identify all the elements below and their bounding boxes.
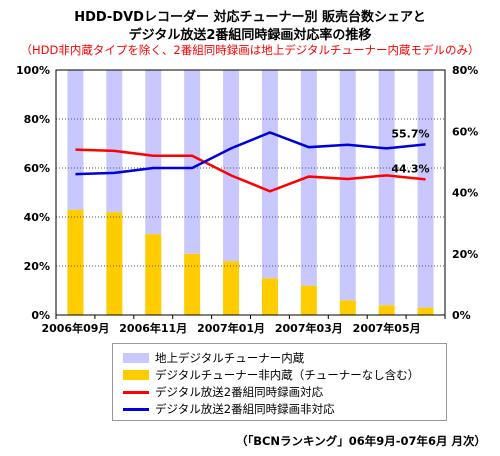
x-axis-tick-label: 2007年01月 (197, 321, 265, 335)
legend-label-dual-not-supported: デジタル放送2番組同時録画非対応 (155, 402, 335, 416)
legend-label-terrestrial: 地上デジタルチューナー内蔵 (155, 351, 305, 365)
line-layer (75, 131, 426, 193)
left-axis-tick-label: 0% (31, 309, 50, 322)
legend-item-no-digital: デジタルチューナー非内蔵（チューナーなし含む） (123, 367, 419, 383)
chart-subtitle: （HDD非内蔵タイプを除く、2番組同時録画は地上デジタルチューナー内蔵モデルのみ… (20, 43, 480, 57)
legend-swatch-dual-not-supported (123, 407, 149, 411)
line-dual-not-supported (75, 131, 426, 176)
right-axis-tick-label: 60% (452, 125, 478, 138)
bar-terrestrial-tuner (67, 70, 84, 210)
legend-label-no-digital: デジタルチューナー非内蔵（チューナーなし含む） (155, 368, 420, 382)
bar-layer (67, 70, 434, 315)
line-dual-supported (75, 148, 426, 193)
right-axis-tick-label: 20% (452, 248, 478, 261)
chart-title-line1: HDD-DVDレコーダー 対応チューナー別 販売台数シェアと (74, 10, 426, 25)
legend-swatch-no-digital (123, 370, 149, 380)
legend-swatch-terrestrial (123, 353, 149, 363)
bar-terrestrial-tuner (261, 70, 278, 279)
bar-terrestrial-tuner (417, 70, 434, 308)
legend-swatch-dual-supported (123, 390, 149, 394)
bar-no-digital-tuner (300, 285, 317, 315)
x-axis-tick-label: 2007年03月 (275, 321, 343, 335)
bar-no-digital-tuner (417, 307, 434, 315)
left-axis-tick-label: 20% (24, 260, 50, 273)
right-axis-tick-label: 40% (452, 187, 478, 200)
bar-terrestrial-tuner (106, 70, 123, 213)
legend-item-terrestrial: 地上デジタルチューナー内蔵 (123, 350, 304, 366)
bar-terrestrial-tuner (145, 70, 162, 235)
chart-legend: 地上デジタルチューナー内蔵 デジタルチューナー非内蔵（チューナーなし含む） デジ… (112, 343, 447, 421)
x-axis-tick-label: 2006年11月 (119, 321, 187, 335)
label-layer: 55.7% 44.3% (391, 127, 429, 175)
bar-terrestrial-tuner (339, 70, 356, 301)
chart-title-line2: デジタル放送2番組同時録画対応率の推移 (128, 28, 372, 43)
bar-terrestrial-tuner (184, 70, 201, 254)
legend-label-dual-supported: デジタル放送2番組同時録画対応 (155, 385, 324, 399)
annotation-dual-not-supported-last: 55.7% (391, 127, 429, 140)
x-axis-tick-label: 2006年09月 (41, 321, 109, 335)
bar-terrestrial-tuner (378, 70, 395, 306)
bar-no-digital-tuner (339, 300, 356, 315)
axes-layer: 0% 20% 40% 60% 80% 100% 0% 20% 40% 60% 80% 2006年09月… (16, 64, 478, 335)
right-axis-tick-label: 80% (452, 64, 478, 77)
bar-no-digital-tuner (223, 261, 240, 315)
right-axis-tick-label: 0% (452, 309, 471, 322)
bar-terrestrial-tuner (223, 70, 240, 262)
left-axis-tick-label: 60% (24, 162, 50, 175)
bar-no-digital-tuner (67, 209, 84, 315)
legend-item-dual-not-supported: デジタル放送2番組同時録画非対応 (123, 401, 335, 417)
x-axis-tick-label: 2007年05月 (353, 321, 421, 335)
left-axis-tick-label: 100% (16, 64, 50, 77)
bar-no-digital-tuner (106, 212, 123, 315)
bar-no-digital-tuner (378, 305, 395, 315)
annotation-dual-supported-last: 44.3% (391, 162, 429, 175)
bar-no-digital-tuner (261, 278, 278, 315)
left-axis-tick-label: 80% (24, 113, 50, 126)
legend-item-dual-supported: デジタル放送2番組同時録画対応 (123, 384, 323, 400)
chart-area: 0% 20% 40% 60% 80% 100% 0% 20% 40% 60% 80% 2006年09月… (16, 64, 478, 335)
source-note: （「BCNランキング」06年9月-07年6月 月次） (235, 434, 486, 448)
bar-no-digital-tuner (184, 253, 201, 315)
bar-no-digital-tuner (145, 234, 162, 315)
left-axis-tick-label: 40% (24, 211, 50, 224)
